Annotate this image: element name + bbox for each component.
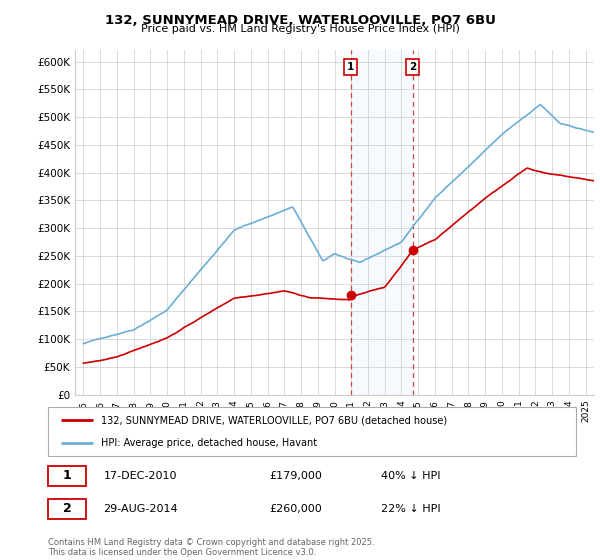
FancyBboxPatch shape bbox=[48, 466, 86, 486]
Text: £260,000: £260,000 bbox=[270, 503, 323, 514]
Text: 2: 2 bbox=[409, 62, 416, 72]
Text: 22% ↓ HPI: 22% ↓ HPI bbox=[380, 503, 440, 514]
Text: Contains HM Land Registry data © Crown copyright and database right 2025.
This d: Contains HM Land Registry data © Crown c… bbox=[48, 538, 374, 557]
Text: 1: 1 bbox=[62, 469, 71, 482]
Text: £179,000: £179,000 bbox=[270, 471, 323, 481]
Text: 1: 1 bbox=[347, 62, 354, 72]
FancyBboxPatch shape bbox=[48, 498, 86, 519]
Bar bbox=[350, 50, 413, 395]
Text: 132, SUNNYMEAD DRIVE, WATERLOOVILLE, PO7 6BU: 132, SUNNYMEAD DRIVE, WATERLOOVILLE, PO7… bbox=[104, 14, 496, 27]
Text: 17-DEC-2010: 17-DEC-2010 bbox=[103, 471, 177, 481]
Text: HPI: Average price, detached house, Havant: HPI: Average price, detached house, Hava… bbox=[101, 438, 317, 448]
Text: 29-AUG-2014: 29-AUG-2014 bbox=[103, 503, 178, 514]
Text: Price paid vs. HM Land Registry's House Price Index (HPI): Price paid vs. HM Land Registry's House … bbox=[140, 24, 460, 34]
Text: 40% ↓ HPI: 40% ↓ HPI bbox=[380, 471, 440, 481]
Text: 2: 2 bbox=[62, 502, 71, 515]
Text: 132, SUNNYMEAD DRIVE, WATERLOOVILLE, PO7 6BU (detached house): 132, SUNNYMEAD DRIVE, WATERLOOVILLE, PO7… bbox=[101, 416, 447, 426]
